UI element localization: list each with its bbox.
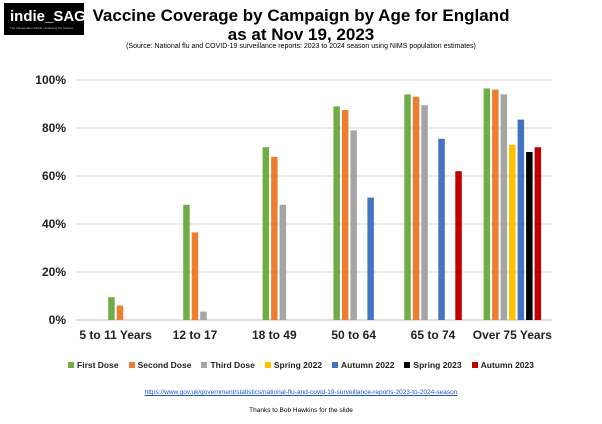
chart-title-line2: as at Nov 19, 2023 — [227, 25, 375, 44]
bar-second-dose — [341, 110, 349, 320]
legend-swatch — [471, 362, 478, 368]
legend-label: Autumn 2023 — [480, 360, 534, 370]
legend-swatch — [68, 362, 75, 368]
bar-first-dose — [108, 297, 115, 320]
legend-label: Third Dose — [210, 360, 255, 370]
legend-swatch — [332, 362, 339, 368]
bar-spring-2022 — [509, 144, 516, 320]
legend-item: Spring 2022 — [264, 360, 323, 370]
bar-spring-2023 — [526, 152, 533, 320]
x-tick-label: 5 to 11 Years — [79, 328, 152, 342]
bar-autumn-2022 — [517, 119, 525, 320]
bar-second-dose — [271, 156, 278, 320]
legend-item: Third Dose — [201, 360, 255, 370]
y-tick-label: 0% — [49, 313, 67, 327]
bar-third-dose — [421, 105, 428, 320]
legend-item: Second Dose — [128, 360, 192, 370]
x-tick-label: Over 75 Years — [473, 328, 553, 342]
legend-swatch — [264, 362, 271, 368]
y-tick-label: 40% — [42, 217, 66, 231]
source-link[interactable]: https://www.gov.uk/government/statistics… — [144, 389, 458, 396]
bar-second-dose — [116, 305, 124, 320]
bar-third-dose — [500, 94, 508, 321]
indie-sage-logo: indie_SAGE The Independent SAGE • Follow… — [4, 3, 96, 35]
legend-swatch — [201, 362, 208, 368]
bar-autumn-2022 — [438, 138, 445, 320]
bar-second-dose — [412, 96, 420, 320]
legend-item: Autumn 2023 — [471, 360, 534, 370]
y-tick-label: 100% — [35, 73, 66, 87]
chart-legend: First Dose Second Dose Third Dose Spring 20… — [0, 360, 602, 370]
bar-second-dose — [191, 232, 199, 320]
bar-first-dose — [262, 147, 270, 320]
legend-swatch — [128, 362, 135, 368]
legend-label: Spring 2022 — [273, 360, 323, 370]
bar-second-dose — [492, 89, 499, 320]
legend-label: First Dose — [77, 360, 119, 370]
chart-title-line1: Vaccine Coverage by Campaign by Age for … — [92, 6, 510, 25]
legend-item: Autumn 2022 — [332, 360, 394, 370]
chart-source-note: (Source: National flu and COVID-19 surve… — [126, 43, 476, 50]
legend-item: Spring 2023 — [404, 360, 462, 370]
bar-first-dose — [404, 94, 411, 321]
bar-third-dose — [279, 204, 287, 320]
x-tick-label: 65 to 74 — [411, 328, 456, 342]
y-tick-label: 80% — [42, 121, 66, 135]
legend-swatch — [404, 362, 411, 368]
y-tick-label: 20% — [42, 265, 66, 279]
x-tick-label: 18 to 49 — [252, 328, 297, 342]
x-tick-label: 12 to 17 — [173, 328, 218, 342]
bar-third-dose — [350, 130, 357, 320]
x-tick-label: 50 to 64 — [331, 328, 376, 342]
legend-item: First Dose — [68, 360, 119, 370]
legend-label: Second Dose — [137, 360, 192, 370]
bar-first-dose — [333, 106, 340, 321]
legend-label: Spring 2023 — [413, 360, 462, 370]
bar-autumn-2022 — [367, 197, 374, 320]
legend-label: Autumn 2022 — [341, 360, 395, 370]
bar-first-dose — [483, 88, 491, 321]
bar-autumn-2023 — [455, 171, 462, 320]
bar-third-dose — [200, 311, 207, 320]
bar-autumn-2023 — [534, 147, 542, 320]
credit-note: Thanks to Bob Hawkins for the slide — [249, 407, 353, 414]
logo-text: indie_SAGE — [10, 7, 96, 25]
logo-tagline: The Independent SAGE • Following the sci… — [10, 25, 74, 30]
y-tick-label: 60% — [42, 169, 66, 183]
bar-first-dose — [183, 204, 190, 320]
